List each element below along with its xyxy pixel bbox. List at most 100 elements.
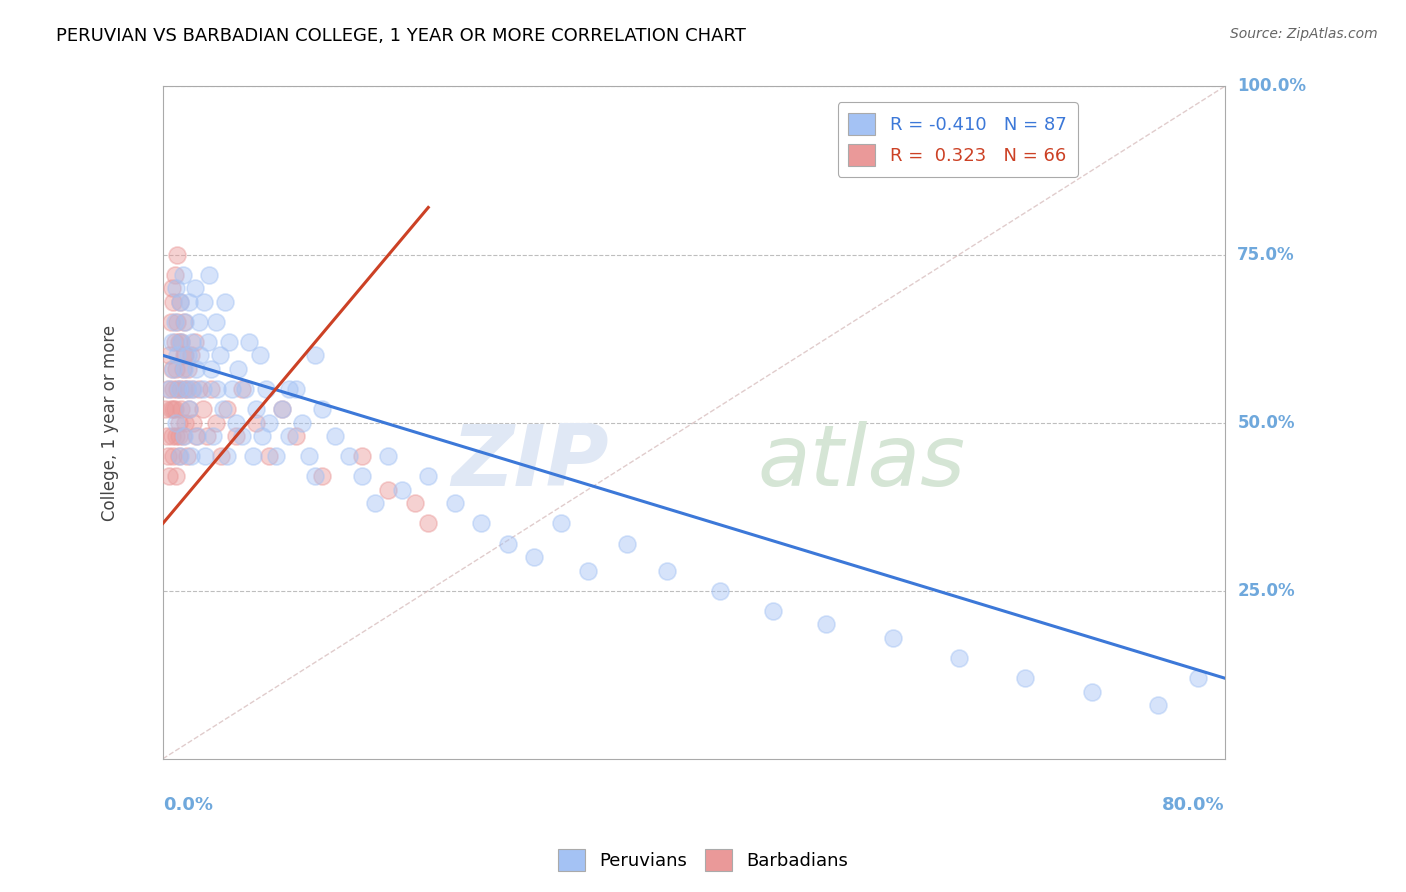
Point — [228, 361, 250, 376]
Point — [184, 361, 207, 376]
Point — [418, 516, 440, 531]
Point — [162, 361, 184, 376]
Point — [162, 294, 184, 309]
Point — [162, 382, 184, 396]
Point — [179, 402, 201, 417]
Point — [254, 382, 277, 396]
Text: 80.0%: 80.0% — [1161, 796, 1225, 814]
Point — [169, 382, 191, 396]
Point — [173, 315, 195, 329]
Point — [284, 429, 307, 443]
Point — [183, 416, 205, 430]
Point — [157, 382, 180, 396]
Point — [205, 416, 228, 430]
Point — [167, 429, 190, 443]
Text: 100.0%: 100.0% — [1237, 78, 1306, 95]
Point — [882, 631, 904, 645]
Point — [284, 382, 307, 396]
Point — [377, 449, 399, 463]
Point — [245, 402, 267, 417]
Point — [173, 348, 195, 362]
Point — [181, 334, 204, 349]
Point — [187, 315, 209, 329]
Point — [709, 583, 731, 598]
Point — [167, 416, 190, 430]
Point — [404, 496, 426, 510]
Point — [337, 449, 360, 463]
Text: atlas: atlas — [758, 421, 966, 505]
Text: 75.0%: 75.0% — [1237, 245, 1295, 263]
Point — [183, 334, 205, 349]
Point — [200, 361, 222, 376]
Point — [179, 402, 201, 417]
Point — [163, 315, 186, 329]
Point — [523, 550, 546, 565]
Point — [155, 402, 177, 417]
Point — [277, 429, 299, 443]
Point — [225, 416, 247, 430]
Point — [208, 348, 231, 362]
Point — [657, 564, 679, 578]
Point — [163, 334, 186, 349]
Point — [165, 281, 187, 295]
Point — [242, 449, 264, 463]
Point — [195, 429, 218, 443]
Point — [173, 429, 195, 443]
Point — [948, 651, 970, 665]
Point — [165, 416, 187, 430]
Text: Source: ZipAtlas.com: Source: ZipAtlas.com — [1230, 27, 1378, 41]
Point — [186, 429, 208, 443]
Point — [160, 334, 183, 349]
Point — [159, 402, 181, 417]
Point — [170, 402, 193, 417]
Point — [172, 268, 194, 282]
Point — [169, 294, 191, 309]
Point — [165, 361, 187, 376]
Point — [163, 402, 186, 417]
Point — [298, 449, 321, 463]
Point — [176, 449, 198, 463]
Point — [1081, 684, 1104, 698]
Point — [418, 469, 440, 483]
Point — [160, 361, 183, 376]
Point — [325, 429, 347, 443]
Point — [165, 469, 187, 483]
Point — [1014, 671, 1036, 685]
Point — [211, 402, 233, 417]
Point — [160, 429, 183, 443]
Point — [271, 402, 294, 417]
Point — [169, 449, 191, 463]
Point — [443, 496, 465, 510]
Point — [214, 294, 236, 309]
Point — [177, 348, 200, 362]
Text: College, 1 year or more: College, 1 year or more — [101, 325, 118, 521]
Point — [815, 617, 838, 632]
Legend: Peruvians, Barbadians: Peruvians, Barbadians — [550, 842, 856, 879]
Point — [159, 469, 181, 483]
Point — [231, 382, 253, 396]
Point — [159, 315, 181, 329]
Point — [174, 416, 197, 430]
Point — [170, 334, 193, 349]
Point — [156, 429, 179, 443]
Point — [233, 382, 256, 396]
Point — [162, 402, 184, 417]
Point — [218, 334, 240, 349]
Point — [277, 382, 299, 396]
Point — [1187, 671, 1209, 685]
Point — [616, 536, 638, 550]
Point — [162, 449, 184, 463]
Point — [170, 334, 193, 349]
Point — [159, 348, 181, 362]
Point — [207, 382, 229, 396]
Point — [257, 449, 280, 463]
Point — [550, 516, 572, 531]
Point — [311, 402, 333, 417]
Point — [264, 449, 287, 463]
Point — [238, 334, 260, 349]
Point — [205, 315, 228, 329]
Point — [221, 382, 243, 396]
Point — [245, 416, 267, 430]
Point — [1147, 698, 1170, 712]
Point — [184, 429, 207, 443]
